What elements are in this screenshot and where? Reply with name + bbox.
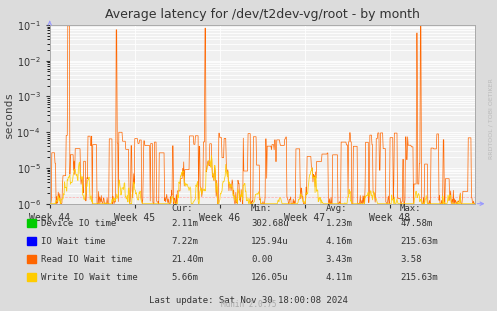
Text: 47.58m: 47.58m <box>400 219 432 228</box>
Text: 215.63m: 215.63m <box>400 273 438 282</box>
Text: 126.05u: 126.05u <box>251 273 289 282</box>
Text: 2.11m: 2.11m <box>171 219 198 228</box>
Text: 4.16m: 4.16m <box>326 237 352 246</box>
Text: 1.23m: 1.23m <box>326 219 352 228</box>
Text: 302.68u: 302.68u <box>251 219 289 228</box>
Text: 0.00: 0.00 <box>251 255 272 264</box>
Text: Munin 2.0.75: Munin 2.0.75 <box>221 300 276 309</box>
Text: 3.58: 3.58 <box>400 255 421 264</box>
Text: Cur:: Cur: <box>171 204 193 213</box>
Text: 5.66m: 5.66m <box>171 273 198 282</box>
Text: Read IO Wait time: Read IO Wait time <box>41 255 132 264</box>
Text: Last update: Sat Nov 30 18:00:08 2024: Last update: Sat Nov 30 18:00:08 2024 <box>149 296 348 305</box>
Text: Avg:: Avg: <box>326 204 347 213</box>
Text: Device IO time: Device IO time <box>41 219 116 228</box>
Text: 215.63m: 215.63m <box>400 237 438 246</box>
Text: 3.43m: 3.43m <box>326 255 352 264</box>
Text: 7.22m: 7.22m <box>171 237 198 246</box>
Y-axis label: seconds: seconds <box>3 91 14 138</box>
Text: IO Wait time: IO Wait time <box>41 237 105 246</box>
Text: Write IO Wait time: Write IO Wait time <box>41 273 138 282</box>
Text: 125.94u: 125.94u <box>251 237 289 246</box>
Text: Max:: Max: <box>400 204 421 213</box>
Text: 4.11m: 4.11m <box>326 273 352 282</box>
Text: RRDTOOL / TOBI OETIKER: RRDTOOL / TOBI OETIKER <box>488 78 493 159</box>
Title: Average latency for /dev/t2dev-vg/root - by month: Average latency for /dev/t2dev-vg/root -… <box>105 8 419 21</box>
Text: 21.40m: 21.40m <box>171 255 204 264</box>
Text: Min:: Min: <box>251 204 272 213</box>
